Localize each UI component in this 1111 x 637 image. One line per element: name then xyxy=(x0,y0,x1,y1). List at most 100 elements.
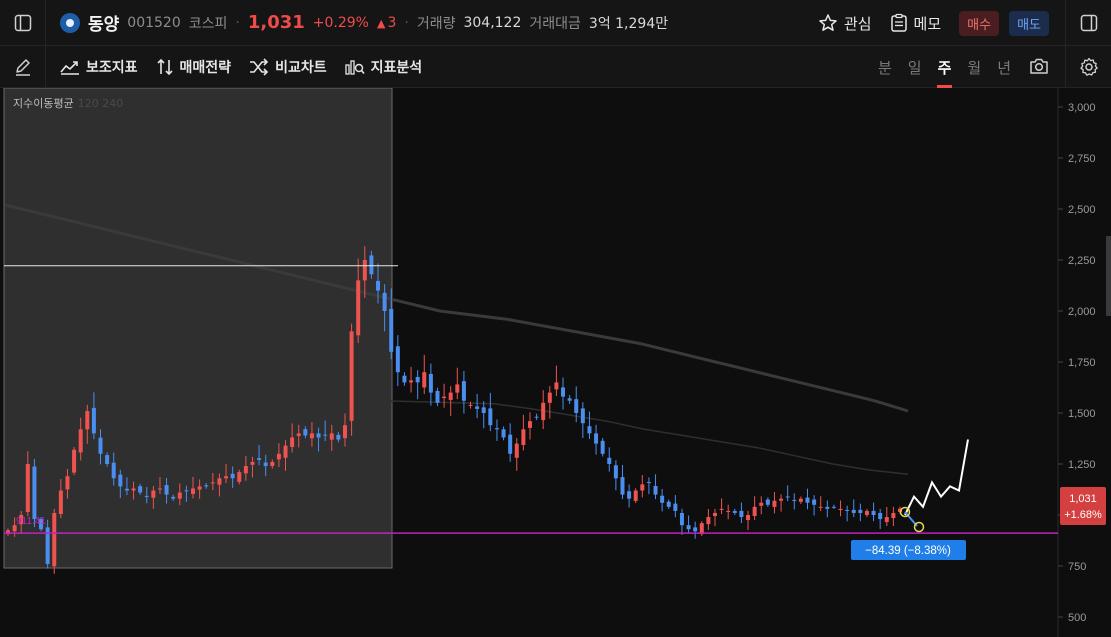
period-tab-day[interactable]: 일 xyxy=(907,58,922,77)
candle-body xyxy=(580,408,585,424)
candle-body xyxy=(131,488,136,491)
period-tab-minute[interactable]: 분 xyxy=(877,58,892,77)
projection-line[interactable] xyxy=(904,439,969,516)
candle-body xyxy=(488,408,493,426)
candle-body xyxy=(369,255,374,275)
pencil-icon xyxy=(15,58,30,76)
candle-body xyxy=(230,473,235,479)
candle-body xyxy=(561,387,566,397)
sell-button[interactable]: 매도 xyxy=(1009,10,1049,36)
candle-body xyxy=(237,472,242,482)
measure-end-handle[interactable] xyxy=(913,521,925,533)
candle-body xyxy=(785,496,790,498)
price-chart[interactable]: 3,000 2,750 2,500 2,250 2,000 1,750 1,500 1,250… xyxy=(0,88,1111,637)
star-icon xyxy=(819,14,837,31)
amount-value: 3억 1,294만 xyxy=(588,15,669,32)
drawing-tools-button[interactable] xyxy=(0,45,46,88)
candle-body xyxy=(494,428,499,430)
screenshot-button[interactable] xyxy=(1029,57,1049,79)
candle-body xyxy=(52,512,57,567)
candle-body xyxy=(633,490,638,501)
candle-body xyxy=(362,260,367,281)
candle-body xyxy=(184,490,189,492)
up-down-arrows-icon xyxy=(156,58,173,75)
candle-body xyxy=(217,478,222,485)
ema-240-line[interactable] xyxy=(4,203,909,413)
candle-body xyxy=(521,429,526,445)
ema-120-line[interactable] xyxy=(4,346,909,475)
current-change-axis-label: +1.68% xyxy=(1064,509,1102,521)
measure-start-handle[interactable] xyxy=(899,506,911,518)
strategy-button[interactable]: 매매전략 xyxy=(156,57,231,77)
watchlist-button[interactable]: 관심 xyxy=(818,13,872,34)
candle-body xyxy=(191,488,196,494)
indicators-button[interactable]: 보조지표 xyxy=(60,57,138,77)
candle-body xyxy=(349,331,354,421)
current-price: 1,031 xyxy=(247,12,305,33)
memo-icon xyxy=(890,13,907,32)
compare-button[interactable]: 비교차트 xyxy=(249,57,327,77)
candle-body xyxy=(891,512,896,519)
candle-body xyxy=(45,527,50,564)
period-tab-month[interactable]: 월 xyxy=(967,58,982,77)
candle-body xyxy=(547,392,552,403)
stock-name[interactable]: 동양 xyxy=(88,15,120,35)
change-percent: +0.29% xyxy=(312,14,369,31)
candle-body xyxy=(752,506,757,517)
support-level-label: 911.41 xyxy=(16,516,46,527)
measure-badge xyxy=(851,540,966,560)
measure-label: −84.39 (−8.38%) xyxy=(865,545,951,557)
candle-body xyxy=(818,506,823,508)
y-tick-label: 1,250 xyxy=(1068,459,1096,471)
memo-button[interactable]: 메모 xyxy=(890,13,941,34)
candle-body xyxy=(739,510,744,518)
current-price-badge xyxy=(1060,487,1106,525)
company-logo-icon xyxy=(60,12,80,33)
buy-button[interactable]: 매수 xyxy=(959,10,1000,36)
candle-body xyxy=(660,495,665,503)
candle-body xyxy=(878,512,883,520)
candle-body xyxy=(98,437,103,454)
candle-body xyxy=(105,455,110,464)
top-bar: 동양 001520 코스피 · 1,031 +0.29% ▲ 3 · 거래량 30… xyxy=(0,0,1111,46)
sidebar-toggle-button[interactable] xyxy=(0,0,46,46)
separator-dot: · xyxy=(404,14,409,31)
separator-dot: · xyxy=(235,14,240,31)
indicators-label: 보조지표 xyxy=(86,59,138,76)
candle-body xyxy=(356,280,361,336)
candle-body xyxy=(884,517,889,523)
candle-body xyxy=(85,410,90,430)
candle-body xyxy=(428,373,433,393)
candle-body xyxy=(858,509,863,513)
candle-body xyxy=(501,429,506,438)
candle-body xyxy=(177,492,182,499)
chart-toolbar: 보조지표 매매전략 비교차트 지표분석 분 일 주 월 년 xyxy=(0,45,1111,88)
candle-body xyxy=(164,485,169,495)
legend-title: 지수이동평균 xyxy=(13,97,74,110)
period-tab-year[interactable]: 년 xyxy=(997,58,1011,77)
candle-body xyxy=(851,509,856,513)
candles xyxy=(6,246,902,574)
candle-body xyxy=(646,482,651,484)
moving-averages xyxy=(4,203,909,475)
candle-body xyxy=(448,392,453,400)
candle-body xyxy=(831,506,836,508)
period-tab-week[interactable]: 주 xyxy=(936,46,953,88)
analysis-button[interactable]: 지표분석 xyxy=(344,57,422,77)
right-panel-toggle-button[interactable] xyxy=(1065,0,1111,46)
candle-body xyxy=(336,434,341,440)
panel-left-icon xyxy=(14,14,31,31)
candle-body xyxy=(871,510,876,515)
candle-body xyxy=(693,527,698,532)
candle-body xyxy=(567,398,572,401)
settings-button[interactable] xyxy=(1065,46,1111,88)
scrollbar[interactable] xyxy=(1106,236,1111,316)
candle-body xyxy=(32,466,37,520)
candle-body xyxy=(600,440,605,454)
candle-body xyxy=(382,292,387,311)
candle-body xyxy=(673,503,678,511)
y-tick-label: 1,750 xyxy=(1068,357,1096,369)
candle-body xyxy=(779,498,784,501)
candle-body xyxy=(6,530,10,535)
candle-body xyxy=(25,464,30,512)
